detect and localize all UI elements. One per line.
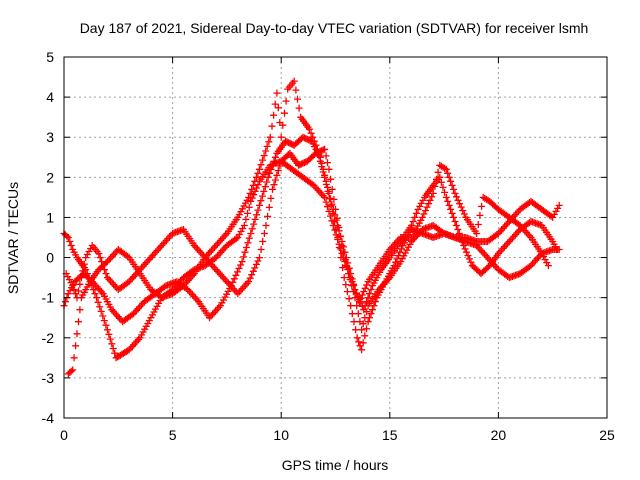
y-tick-label: 2 [46, 169, 54, 185]
y-tick-label: -3 [42, 370, 55, 386]
x-tick-label: 0 [60, 427, 68, 443]
x-tick-label: 15 [382, 427, 398, 443]
x-tick-label: 25 [599, 427, 615, 443]
series-track-4 [64, 157, 552, 378]
chart-title: Day 187 of 2021, Sidereal Day-to-day VTE… [80, 20, 589, 36]
data-point-markers [60, 133, 561, 326]
x-axis-label: GPS time / hours [282, 457, 389, 473]
y-tick-label: -4 [42, 410, 55, 426]
plot-frame [63, 56, 608, 419]
x-tick-label: 20 [491, 427, 507, 443]
y-axis-label: SDTVAR / TECUs [5, 182, 21, 294]
series-track-3 [60, 133, 561, 326]
axis-ticks: 0 5 10 15 20 25 -4 -3 -2 -1 0 1 2 3 4 5 [42, 49, 615, 443]
x-tick-label: 10 [273, 427, 289, 443]
y-tick-label: 0 [46, 250, 54, 266]
y-tick-label: 4 [46, 89, 54, 105]
series-track-1 [60, 77, 563, 362]
y-tick-label: 3 [46, 129, 54, 145]
y-tick-label: -2 [42, 330, 55, 346]
x-tick-label: 5 [169, 427, 177, 443]
data-points [60, 77, 563, 378]
data-point-markers [60, 77, 563, 362]
y-tick-label: 1 [46, 209, 54, 225]
y-tick-label: -1 [42, 290, 55, 306]
y-tick-label: 5 [46, 49, 54, 65]
data-point-markers [64, 157, 552, 378]
